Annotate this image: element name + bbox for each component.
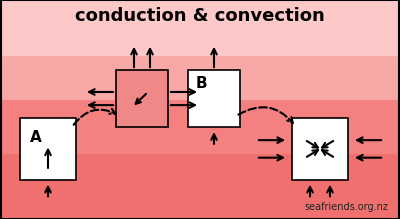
Text: seafriends.org.nz: seafriends.org.nz (304, 202, 388, 212)
Bar (292, 118, 348, 180)
Bar (188, 70, 240, 127)
Bar (116, 70, 168, 127)
Text: B: B (196, 76, 208, 91)
Text: A: A (30, 130, 42, 145)
Bar (20, 118, 76, 180)
Text: conduction & convection: conduction & convection (75, 7, 325, 25)
